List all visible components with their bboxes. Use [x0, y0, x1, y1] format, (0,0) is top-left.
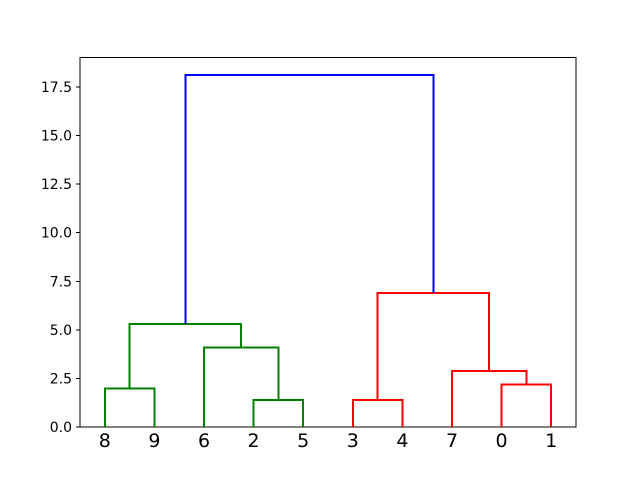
leaf-label-3: 3 — [347, 430, 359, 452]
leaf-label-2: 2 — [248, 430, 260, 452]
y-tick-label: 2.5 — [50, 372, 72, 388]
y-tick-label: 12.5 — [41, 177, 72, 193]
leaf-label-4: 4 — [396, 430, 408, 452]
y-tick-label: 17.5 — [41, 80, 72, 96]
y-tick-label: 10.0 — [41, 226, 72, 242]
y-tick-label: 15.0 — [41, 128, 72, 144]
leaf-label-9: 9 — [148, 430, 160, 452]
leaf-label-0: 0 — [496, 430, 508, 452]
dendrogram-link-merge-root — [184, 74, 435, 325]
leaf-label-5: 5 — [297, 430, 309, 452]
y-tick-label: 7.5 — [50, 274, 72, 290]
y-tick-label: 0.0 — [50, 420, 72, 436]
leaf-label-7: 7 — [446, 430, 458, 452]
leaf-label-6: 6 — [198, 430, 210, 452]
leaf-label-8: 8 — [99, 430, 111, 452]
leaf-label-1: 1 — [545, 430, 557, 452]
axes-frame — [79, 57, 577, 428]
y-tick-label: 5.0 — [50, 323, 72, 339]
